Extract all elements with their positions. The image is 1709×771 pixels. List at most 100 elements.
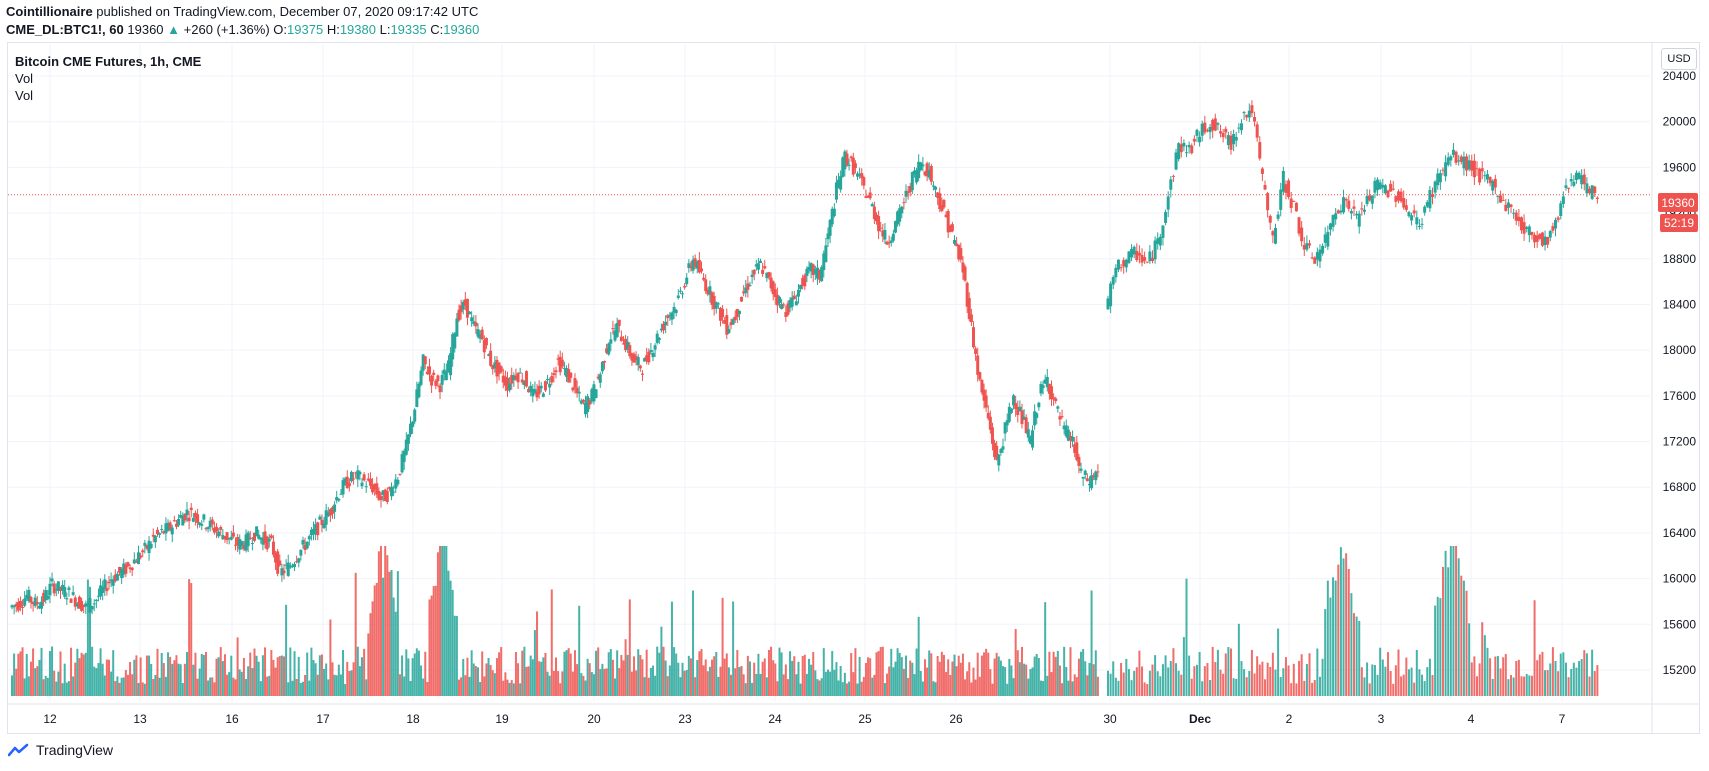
legend-title[interactable]: Bitcoin CME Futures, 1h, CME: [15, 54, 202, 69]
candle-345: [737, 310, 741, 321]
candle-157: [341, 477, 345, 498]
candle-229: [493, 355, 497, 373]
volume-bar-182: [394, 611, 397, 696]
candle-417: [889, 236, 893, 247]
volume-bar-340: [727, 667, 730, 696]
volume-bar-574: [1258, 664, 1261, 696]
volume-bar-39: [93, 666, 96, 696]
author-name[interactable]: Cointillionaire: [6, 4, 93, 19]
volume-bar-233: [502, 680, 505, 696]
volume-bar-654: [1468, 623, 1471, 696]
volume-bar-237: [510, 680, 513, 696]
candle-664: [1493, 174, 1497, 195]
legend-vol-2[interactable]: Vol: [15, 88, 34, 103]
candle-41: [96, 588, 100, 602]
volume-bar-667: [1502, 657, 1505, 696]
volume-bar-221: [476, 667, 479, 696]
candle-631: [1407, 210, 1411, 218]
candle-367: [784, 305, 788, 322]
candle-329: [704, 274, 708, 294]
volume-bar-442: [942, 654, 945, 696]
candle-171: [371, 478, 375, 495]
volume-bar-551: [1198, 651, 1201, 696]
volume-bar-415: [886, 673, 889, 696]
candle-193: [417, 381, 421, 399]
volume-bar-33: [80, 652, 83, 696]
candle-320: [685, 273, 689, 287]
candle-475: [1012, 393, 1016, 410]
volume-bar-693: [1570, 668, 1573, 696]
volume-bar-387: [827, 669, 829, 696]
candle-251: [539, 382, 543, 393]
volume-bar-489: [1042, 680, 1045, 696]
candle-286: [613, 323, 617, 343]
candle-635: [1417, 219, 1421, 230]
volume-bar-395: [843, 672, 846, 696]
volume-bar-343: [734, 668, 737, 696]
candle-667: [1501, 193, 1505, 201]
candle-613: [1360, 201, 1364, 216]
candle-187: [404, 432, 408, 456]
tradingview-logo[interactable]: TradingView: [8, 742, 113, 758]
candle-121: [265, 535, 269, 552]
candle-641: [1433, 180, 1437, 199]
candle-404: [862, 175, 866, 190]
x-tick-label-6: 20: [587, 712, 601, 726]
high-label: H:: [326, 22, 340, 37]
candle-148: [322, 516, 326, 530]
candle-91: [202, 513, 206, 523]
volume-bar-543: [1177, 670, 1180, 696]
legend-vol-1[interactable]: Vol: [15, 71, 34, 86]
candle-534: [1153, 236, 1157, 264]
volume-bar-450: [959, 662, 962, 696]
candle-161: [349, 470, 353, 483]
candle-198: [427, 358, 431, 382]
candle-239: [514, 368, 518, 381]
volume-bar-289: [620, 654, 623, 696]
chart-legend: Bitcoin CME Futures, 1h, CME Vol Vol: [15, 53, 201, 104]
candle-619: [1376, 177, 1380, 196]
candle-451: [961, 256, 965, 280]
volume-bar-147: [320, 654, 323, 696]
volume-bar-36: [86, 579, 89, 696]
candle-15: [42, 589, 46, 606]
volume-bar-700: [1588, 676, 1591, 696]
candle-44: [103, 574, 107, 596]
candle-135: [295, 555, 299, 564]
volume-bar-533: [1151, 664, 1154, 696]
volume-bar-246: [529, 655, 532, 696]
volume-bar-291: [624, 639, 627, 696]
volume-bar-498: [1061, 683, 1064, 696]
symbol-label[interactable]: CME_DL:BTC1!, 60: [6, 22, 124, 37]
currency-button[interactable]: USD: [1661, 48, 1697, 70]
volume-bar-527: [1135, 667, 1138, 696]
candle-215: [463, 291, 467, 311]
volume-bar-133: [291, 680, 294, 696]
candle-602: [1331, 214, 1335, 232]
candle-14: [40, 596, 44, 614]
candle-313: [670, 311, 674, 326]
candle-434: [925, 161, 929, 182]
candle-254: [546, 374, 550, 385]
candle-128: [280, 563, 284, 582]
volume-bar-155: [337, 664, 340, 696]
volume-bar-57: [131, 674, 134, 696]
candle-702: [1593, 185, 1597, 198]
volume-bar-597: [1318, 676, 1321, 696]
volume-bar-299: [641, 659, 644, 696]
candle-470: [1001, 438, 1005, 454]
candle-419: [893, 220, 897, 234]
candle-687: [1554, 217, 1558, 237]
volume-bar-135: [295, 679, 298, 696]
candle-509: [1083, 469, 1087, 480]
volume-bar-460: [980, 655, 983, 696]
candle-478: [1018, 400, 1022, 412]
candle-690: [1561, 191, 1565, 208]
candle-465: [990, 422, 994, 451]
volume-bar-333: [713, 656, 716, 696]
volume-bar-554: [1206, 663, 1209, 696]
candle-294: [630, 352, 634, 366]
candle-227: [489, 343, 493, 367]
x-tick-label-7: 23: [678, 712, 692, 726]
